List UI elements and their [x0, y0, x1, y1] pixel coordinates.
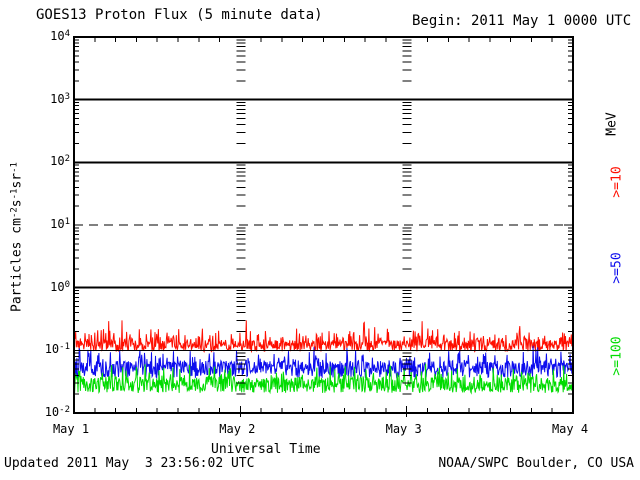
x-tick-label-3: May 3 — [385, 422, 422, 436]
y-tick-label-1e-1: 10-1 — [44, 342, 70, 357]
y-tick-label-1e4: 104 — [50, 28, 70, 43]
plot-frame — [73, 36, 574, 414]
chart-title: GOES13 Proton Flux (5 minute data) — [36, 7, 323, 23]
y-tick-label-1e1: 101 — [50, 216, 70, 231]
flux-trace-100 — [73, 363, 574, 395]
credit-label: NOAA/SWPC Boulder, CO USA — [438, 456, 634, 471]
y-tick-label-1e-2: 10-2 — [44, 404, 70, 419]
flux-trace-10 — [73, 320, 574, 354]
y-tick-label-1e3: 103 — [50, 91, 70, 106]
x-tick-label-1: May 1 — [52, 422, 90, 436]
begin-timestamp-label: Begin: 2011 May 1 0000 UTC — [412, 13, 632, 29]
y-tick-label-1e0: 100 — [50, 279, 70, 294]
series-label-50: >=50 — [609, 252, 625, 284]
x-axis-label: Universal Time — [211, 442, 321, 457]
series-label-100: >=100 — [609, 336, 625, 376]
updated-timestamp-label: Updated 2011 May 3 23:56:02 UTC — [4, 456, 255, 471]
x-tick-label-4: May 4 — [551, 422, 589, 436]
y-tick-label-1e2: 102 — [50, 154, 70, 169]
mev-units-label: MeV — [604, 112, 620, 136]
y-axis-label: Particles cm-2s-1sr-1 — [9, 162, 25, 312]
series-label-10: >=10 — [609, 166, 625, 198]
flux-trace-50 — [73, 345, 574, 379]
x-tick-label-2: May 2 — [219, 422, 256, 436]
